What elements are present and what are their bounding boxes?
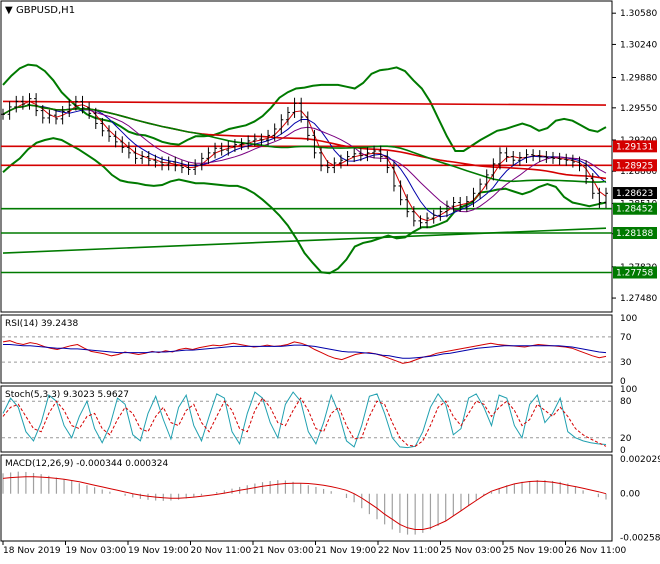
stoch-tick-label: 20 <box>620 434 632 444</box>
level-price-label: 1.28188 <box>616 229 653 239</box>
rsi-tick-label: 30 <box>620 358 632 368</box>
bollinger-upper <box>2 63 607 152</box>
time-tick-label: 26 Nov 11:00 <box>566 546 627 556</box>
rsi-label: RSI(14) 39.2438 <box>5 319 78 329</box>
price-tick-label: 1.29880 <box>620 74 657 84</box>
macd-label: MACD(12,26,9) -0.000344 0.000324 <box>5 459 168 469</box>
price-tick-label: 1.30580 <box>620 9 657 19</box>
time-tick-label: 22 Nov 11:00 <box>378 546 439 556</box>
stoch-main-line <box>2 391 607 449</box>
stoch-signal-line <box>2 397 607 447</box>
level-price-box[interactable] <box>613 266 657 279</box>
time-tick-label: 18 Nov 2019 <box>3 546 61 556</box>
price-tick-label: 1.30240 <box>620 40 657 50</box>
time-tick-label: 19 Nov 03:00 <box>66 546 127 556</box>
price-tick-label: 1.27480 <box>620 294 657 304</box>
level-price-label: 1.28623 <box>616 189 653 199</box>
ma-slow <box>2 104 607 213</box>
rsi-signal-line <box>3 344 607 359</box>
level-price-box[interactable] <box>613 187 657 200</box>
time-tick-label: 20 Nov 11:00 <box>191 546 252 556</box>
level-price-box[interactable] <box>613 202 657 215</box>
level-price-box[interactable] <box>613 226 657 239</box>
time-tick-label: 25 Nov 03:00 <box>441 546 502 556</box>
stoch-label: Stoch(5,3,3) 9.3023 5.9627 <box>5 390 129 400</box>
level-price-label: 1.28452 <box>616 205 653 215</box>
level-price-label: 1.27758 <box>616 269 653 279</box>
macd-tick-label: 0.002029 <box>620 455 660 465</box>
macd-pane[interactable] <box>0 454 613 542</box>
time-tick-label: 21 Nov 03:00 <box>253 546 314 556</box>
stoch-tick-label: 100 <box>620 385 637 395</box>
rsi-pane[interactable] <box>0 314 613 384</box>
rsi-tick-label: 100 <box>620 314 637 324</box>
level-price-box[interactable] <box>613 140 657 153</box>
stoch-pane[interactable] <box>0 385 613 453</box>
time-tick-label: 25 Nov 19:00 <box>503 546 564 556</box>
price-tick-label: 1.29550 <box>620 104 657 114</box>
main-pane[interactable] <box>0 0 613 313</box>
chart-title: GBPUSD,H1 <box>16 5 75 16</box>
symbol-dropdown-icon[interactable]: ▼ <box>5 5 13 16</box>
stoch-tick-label: 80 <box>620 397 632 407</box>
trendline-1 <box>2 227 607 254</box>
level-price-label: 1.29131 <box>616 142 653 152</box>
macd-tick-label: 0.00 <box>620 490 640 500</box>
ma-fast <box>2 100 607 222</box>
ma-long-green <box>2 104 607 183</box>
bollinger-lower <box>2 137 607 275</box>
rsi-tick-label: 70 <box>620 333 632 343</box>
level-price-box[interactable] <box>613 159 657 172</box>
time-tick-label: 19 Nov 19:00 <box>128 546 189 556</box>
time-tick-label: 21 Nov 19:00 <box>316 546 377 556</box>
rsi-tick-label: 0 <box>620 377 626 387</box>
macd-signal-line <box>2 476 607 530</box>
macd-tick-label: -0.002583 <box>620 534 660 544</box>
trendline-0 <box>2 100 607 106</box>
level-price-label: 1.28925 <box>616 161 653 171</box>
stoch-tick-label: 0 <box>620 446 626 456</box>
price-tick-label: 1.28860 <box>620 167 657 177</box>
